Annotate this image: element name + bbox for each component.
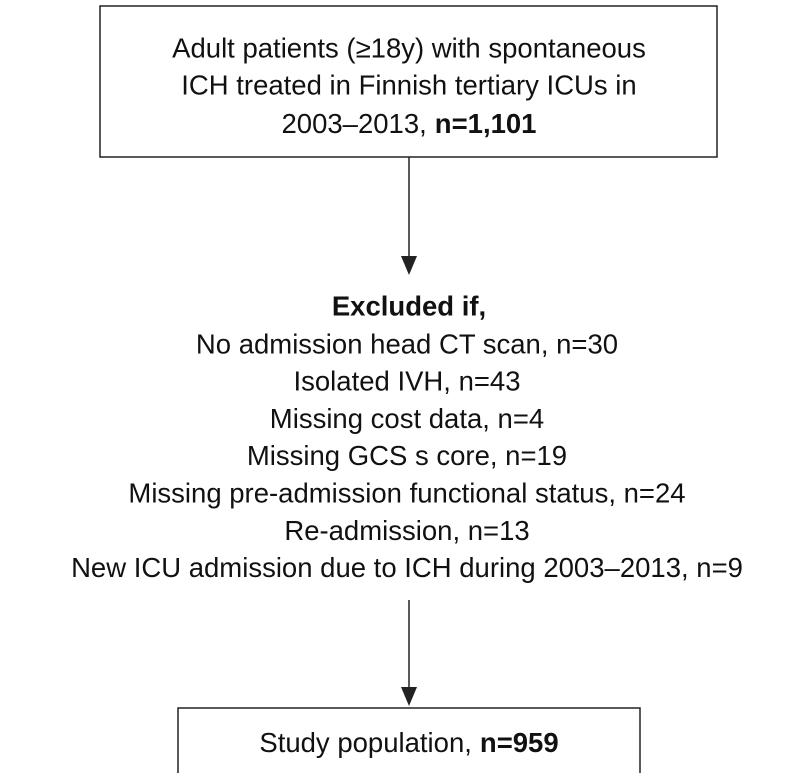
box-text: 2003–2013, xyxy=(282,108,427,139)
count: n=1,101 xyxy=(435,108,537,139)
exclusion-item: New ICU admission due to ICH during 2003… xyxy=(71,552,743,583)
start-box xyxy=(99,5,718,158)
box-text: Study population, xyxy=(259,727,472,758)
exclusion-item: Re-admission, n=13 xyxy=(284,515,529,546)
box-text: Adult patients (≥18y) with spontaneous xyxy=(172,32,646,63)
end-box xyxy=(177,707,641,773)
exclusion-item: Missing pre-admission functional status,… xyxy=(128,477,685,508)
box-text: 2003–2013, n=1,101 xyxy=(282,108,537,139)
arrow-head xyxy=(401,256,417,275)
exclusion-item: Isolated IVH, n=43 xyxy=(293,366,520,397)
exclusion-item: No admission head CT scan, n=30 xyxy=(196,328,618,359)
exclusion-item: Missing GCS s core, n=19 xyxy=(247,440,567,471)
exclusion-heading: Excluded if, xyxy=(332,290,486,321)
count: n=959 xyxy=(480,727,559,758)
box-text: Study population, n=959 xyxy=(259,727,558,758)
exclusion-item: Missing cost data, n=4 xyxy=(270,403,544,434)
exclusion-list: No admission head CT scan, n=30 Isolated … xyxy=(71,328,743,583)
box-text: ICH treated in Finnish tertiary ICUs in xyxy=(181,69,636,100)
arrow-head xyxy=(401,687,417,706)
